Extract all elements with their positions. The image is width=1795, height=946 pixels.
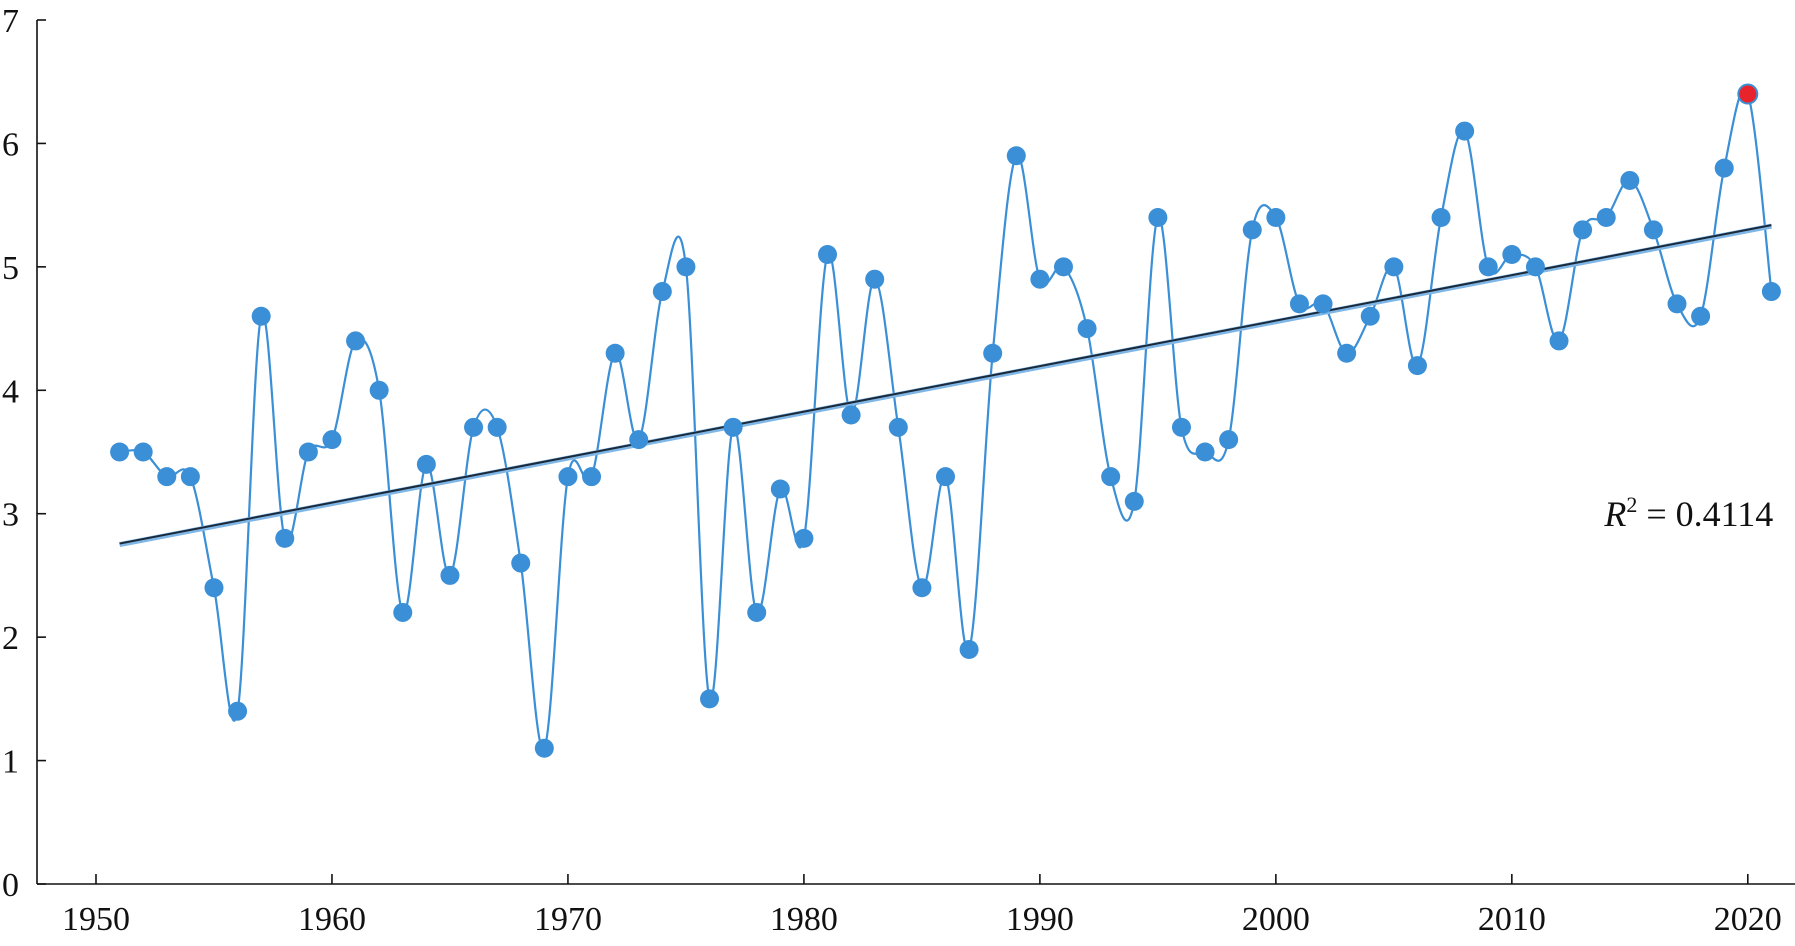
y-tick-label: 5 xyxy=(2,250,19,287)
x-tick-label: 1950 xyxy=(62,901,130,938)
x-tick-label: 1970 xyxy=(534,901,602,938)
data-point xyxy=(1667,294,1687,314)
data-point xyxy=(369,380,389,400)
data-point xyxy=(1360,306,1380,326)
data-point xyxy=(770,479,790,499)
data-point xyxy=(440,565,460,585)
data-point xyxy=(1195,442,1215,462)
series-line xyxy=(119,88,1773,751)
x-tick-label: 1960 xyxy=(298,901,366,938)
data-point xyxy=(700,689,720,709)
data-point xyxy=(1384,257,1404,277)
data-point xyxy=(1620,170,1640,190)
data-point xyxy=(228,701,248,721)
data-point xyxy=(1478,257,1498,277)
data-point xyxy=(1407,356,1427,376)
data-point xyxy=(841,405,861,425)
data-point xyxy=(133,442,153,462)
data-point xyxy=(818,245,838,265)
data-point xyxy=(1289,294,1309,314)
x-tick-label: 1980 xyxy=(770,901,838,938)
trendline-layer xyxy=(119,223,1772,548)
data-point xyxy=(1431,207,1451,227)
data-point xyxy=(1219,430,1239,450)
r-symbol: R xyxy=(1603,494,1626,534)
data-point xyxy=(251,306,271,326)
data-point xyxy=(912,578,932,598)
data-point xyxy=(393,602,413,622)
data-point xyxy=(487,417,507,437)
data-point xyxy=(1691,306,1711,326)
data-point xyxy=(322,430,342,450)
data-point xyxy=(582,467,602,487)
trendline xyxy=(119,224,1772,545)
data-point xyxy=(204,578,224,598)
data-point xyxy=(1643,220,1663,240)
y-tick-label: 3 xyxy=(2,497,19,534)
data-point xyxy=(558,467,578,487)
data-point xyxy=(1714,158,1734,178)
y-tick-label: 1 xyxy=(2,744,19,781)
data-point xyxy=(1525,257,1545,277)
data-point xyxy=(511,553,531,573)
data-point xyxy=(180,467,200,487)
x-tick-label: 2000 xyxy=(1242,901,1310,938)
data-point xyxy=(1006,146,1026,166)
data-point xyxy=(652,282,672,302)
x-tick-label: 1990 xyxy=(1006,901,1074,938)
data-point xyxy=(416,454,436,474)
data-point xyxy=(157,467,177,487)
data-point xyxy=(1549,331,1569,351)
data-point xyxy=(794,528,814,548)
data-point xyxy=(1573,220,1593,240)
data-point xyxy=(1124,491,1144,511)
y-tick-label: 4 xyxy=(2,373,19,410)
data-point xyxy=(983,343,1003,363)
data-point xyxy=(464,417,484,437)
data-point xyxy=(888,417,908,437)
x-tick-label: 2020 xyxy=(1714,901,1782,938)
highlight-point xyxy=(1737,83,1759,105)
data-point xyxy=(1171,417,1191,437)
r-squared-value: = 0.4114 xyxy=(1637,494,1773,534)
y-tick-label: 6 xyxy=(2,126,19,163)
marker-layer xyxy=(110,83,1781,758)
data-point xyxy=(1761,282,1781,302)
data-point xyxy=(1101,467,1121,487)
data-point xyxy=(865,269,885,289)
data-point xyxy=(935,467,955,487)
data-point xyxy=(605,343,625,363)
series-layer xyxy=(119,88,1773,751)
data-point xyxy=(1502,245,1522,265)
data-point xyxy=(1313,294,1333,314)
data-point xyxy=(346,331,366,351)
data-point xyxy=(110,442,130,462)
y-tick-label: 2 xyxy=(2,620,19,657)
data-point xyxy=(1053,257,1073,277)
data-point xyxy=(1077,319,1097,339)
data-point xyxy=(534,738,554,758)
data-point xyxy=(1455,121,1475,141)
x-tick-label: 2010 xyxy=(1478,901,1546,938)
data-point xyxy=(747,602,767,622)
data-point xyxy=(1266,207,1286,227)
data-point xyxy=(959,639,979,659)
y-tick-label: 0 xyxy=(2,867,19,904)
data-point xyxy=(723,417,743,437)
data-point xyxy=(275,528,295,548)
data-point xyxy=(1030,269,1050,289)
data-point xyxy=(629,430,649,450)
r-exponent: 2 xyxy=(1626,492,1637,517)
data-point xyxy=(676,257,696,277)
data-point xyxy=(1596,207,1616,227)
y-tick-label: 7 xyxy=(2,3,19,40)
data-point xyxy=(1337,343,1357,363)
axes-layer: 0 1 2 3 4 5 6 7 1950 1960 1970 1980 1990 2000 2010 2020 xyxy=(2,3,1795,938)
data-point xyxy=(298,442,318,462)
data-point xyxy=(1242,220,1262,240)
data-point xyxy=(1148,207,1168,227)
r-squared-annotation: R2 = 0.4114 xyxy=(1603,492,1773,534)
